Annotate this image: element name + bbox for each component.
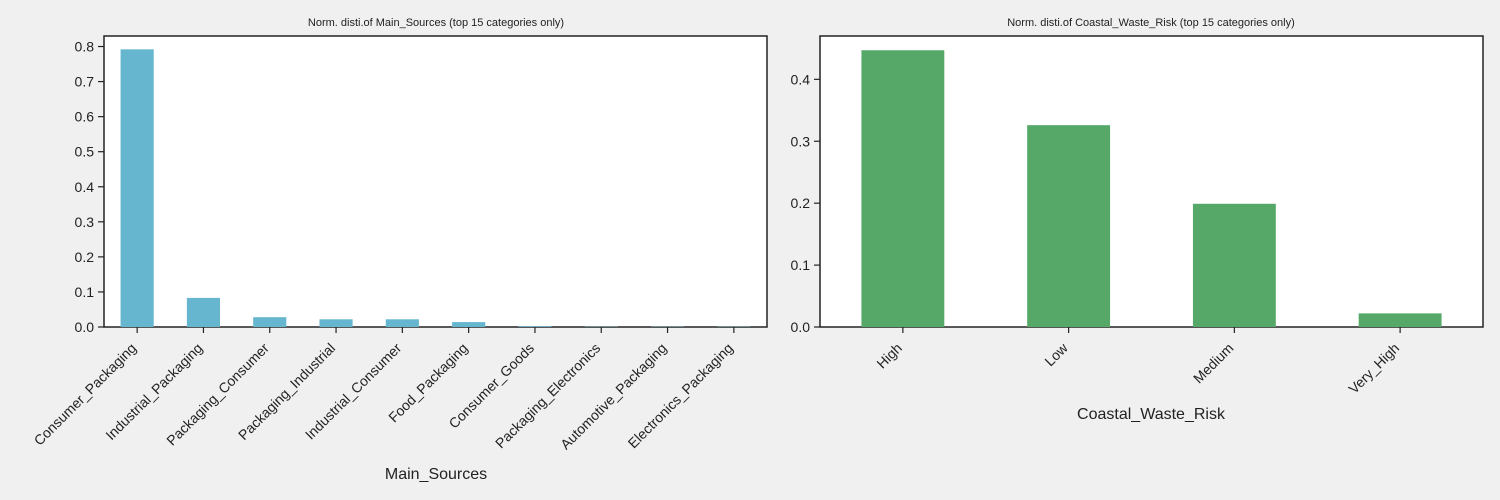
- y-tick-label: 0.8: [75, 39, 95, 55]
- x-axis: High Low Medium Very_High: [873, 327, 1402, 397]
- y-tick-label: 0.1: [791, 257, 811, 273]
- y-tick-label: 0.4: [75, 179, 95, 195]
- y-tick-label: 0.2: [791, 195, 811, 211]
- y-tick-label: 0.0: [791, 319, 811, 335]
- bar-consumer-goods: [518, 326, 552, 327]
- x-tick-label: Very_High: [1345, 340, 1402, 397]
- bar-medium: [1192, 203, 1276, 327]
- bar-low: [1027, 125, 1111, 328]
- x-tick-label: Medium: [1190, 340, 1237, 387]
- bar-industrial-consumer: [385, 319, 419, 327]
- bar-industrial-packaging: [186, 297, 221, 327]
- y-tick-label: 0.3: [75, 214, 95, 230]
- y-tick-label: 0.4: [791, 71, 811, 87]
- x-tick-label: High: [873, 340, 905, 372]
- bar-very-high: [1358, 313, 1442, 327]
- x-axis-label: Main_Sources: [385, 466, 487, 483]
- y-tick-label: 0.0: [75, 319, 95, 335]
- x-axis-label: Coastal_Waste_Risk: [1077, 406, 1226, 423]
- chart-title: Norm. disti.of Main_Sources (top 15 cate…: [308, 17, 564, 29]
- chart-title: Norm. disti.of Coastal_Waste_Risk (top 1…: [1007, 17, 1295, 29]
- y-tick-label: 0.6: [75, 109, 95, 125]
- bar-packaging-industrial: [319, 319, 353, 327]
- x-axis: Consumer_PackagingIndustrial_PackagingPa…: [31, 327, 736, 452]
- coastal-waste-risk-chart: Norm. disti.of Coastal_Waste_Risk (top 1…: [791, 17, 1484, 423]
- y-tick-label: 0.7: [75, 74, 95, 90]
- plot-area: [103, 35, 768, 328]
- y-axis: 0.0 0.1 0.2 0.3 0.4: [791, 71, 820, 335]
- bar-high: [861, 50, 945, 328]
- y-tick-label: 0.3: [791, 133, 811, 149]
- bar-group: [120, 49, 751, 328]
- y-axis: 0.0 0.1 0.2 0.3 0.4 0.5 0.6 0.7 0.8: [75, 39, 104, 335]
- bar-food-packaging: [452, 322, 486, 327]
- bar-consumer-packaging: [120, 49, 154, 328]
- bar-group: [861, 50, 1442, 328]
- x-tick-label: Low: [1041, 339, 1071, 369]
- y-tick-label: 0.1: [75, 284, 95, 300]
- y-tick-label: 0.2: [75, 249, 95, 265]
- main-sources-chart: Norm. disti.of Main_Sources (top 15 cate…: [31, 17, 768, 483]
- bar-packaging-consumer: [253, 317, 287, 327]
- y-tick-label: 0.5: [75, 144, 95, 160]
